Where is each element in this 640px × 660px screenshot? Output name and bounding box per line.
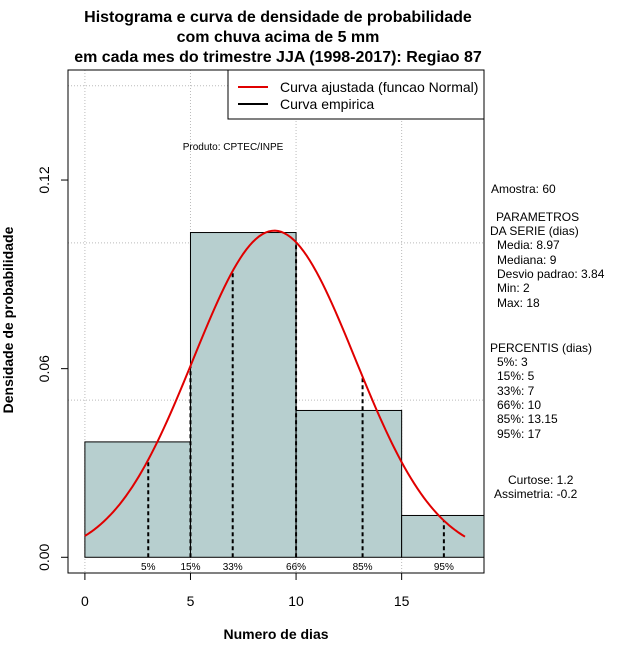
title-line-3: em cada mes do trimestre JJA (1998-2017)… bbox=[74, 49, 482, 66]
stat-parametros: PARAMETROS bbox=[496, 210, 579, 224]
histogram-bars bbox=[84, 232, 485, 558]
y-tick-label-0: 0.00 bbox=[36, 543, 52, 570]
percentile-label-5: 95% bbox=[434, 562, 454, 573]
y-axis-title: Densidade de probabilidade bbox=[0, 226, 16, 413]
legend: Curva ajustada (funcao Normal) Curva emp… bbox=[227, 69, 485, 120]
title-line-2: com chuva acima de 5 mm bbox=[177, 29, 380, 46]
title-line-1: Histograma e curva de densidade de proba… bbox=[84, 9, 472, 26]
percentile-label-4: 85% bbox=[353, 562, 373, 573]
legend-normal-label: Curva ajustada (funcao Normal) bbox=[280, 79, 478, 95]
stat-media: Media: 8.97 bbox=[497, 238, 560, 252]
percentile-label-0: 5% bbox=[141, 562, 156, 573]
stat-p15: 15%: 5 bbox=[497, 369, 535, 383]
stats-panel: Amostra: 60 PARAMETROS DA SERIE (dias) M… bbox=[490, 182, 605, 501]
histogram-bar-0 bbox=[84, 441, 191, 558]
percentile-label-2: 33% bbox=[223, 562, 243, 573]
percentile-lines bbox=[147, 242, 445, 558]
x-tick-label-0: 0 bbox=[81, 593, 89, 609]
stat-percentis: PERCENTIS (dias) bbox=[490, 341, 592, 355]
y-tick-label-1: 0.06 bbox=[36, 355, 52, 382]
histogram-bar-1 bbox=[189, 232, 297, 558]
stat-p33: 33%: 7 bbox=[497, 384, 535, 398]
chart-title: Histograma e curva de densidade de proba… bbox=[74, 9, 482, 66]
x-tick-label-1: 5 bbox=[187, 593, 195, 609]
stat-max: Max: 18 bbox=[497, 296, 540, 310]
histogram-bar-3 bbox=[401, 514, 485, 558]
stat-min: Min: 2 bbox=[497, 281, 530, 295]
legend-box bbox=[227, 69, 485, 120]
normal-curve-line bbox=[84, 229, 466, 538]
stat-curtose: Curtose: 1.2 bbox=[508, 473, 574, 487]
x-axis-title: Numero de dias bbox=[223, 626, 328, 642]
produto-annotation: Produto: CPTEC/INPE bbox=[183, 142, 284, 153]
stat-p85: 85%: 13.15 bbox=[497, 412, 558, 426]
stat-desvio: Desvio padrao: 3.84 bbox=[497, 267, 605, 281]
x-axis: 0 5 10 15 bbox=[81, 572, 410, 609]
y-tick-label-2: 0.12 bbox=[36, 166, 52, 193]
x-tick-label-2: 10 bbox=[288, 593, 304, 609]
percentile-label-3: 66% bbox=[286, 562, 306, 573]
stat-mediana: Mediana: 9 bbox=[497, 253, 557, 267]
stat-da-serie: DA SERIE (dias) bbox=[490, 224, 579, 238]
stat-amostra: Amostra: 60 bbox=[491, 182, 556, 196]
percentile-label-1: 15% bbox=[180, 562, 200, 573]
percentile-labels: 5% 15% 33% 66% 85% 95% bbox=[141, 562, 454, 573]
legend-empirical-label: Curva empirica bbox=[280, 96, 374, 112]
stat-p5: 5%: 3 bbox=[497, 355, 528, 369]
stat-assimetria: Assimetria: -0.2 bbox=[494, 487, 578, 501]
x-tick-label-3: 15 bbox=[394, 593, 410, 609]
stat-p95: 95%: 17 bbox=[497, 427, 541, 441]
y-axis: 0.00 0.06 0.12 bbox=[36, 166, 69, 571]
stat-p66: 66%: 10 bbox=[497, 398, 541, 412]
